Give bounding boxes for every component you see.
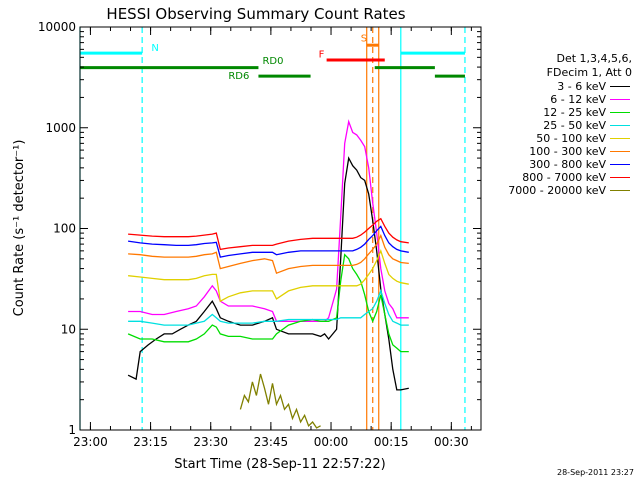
legend-entry-5: 100 - 300 keV (490, 145, 632, 158)
series-line-2 (127, 253, 409, 353)
legend-header: Det 1,3,4,5,6, FDecim 1, Att 0 (490, 52, 632, 80)
series-line-4 (128, 249, 409, 303)
legend-swatch-0 (610, 86, 630, 87)
legend-header-line-0: Det 1,3,4,5,6, (556, 52, 632, 65)
legend-entry-3: 25 - 50 keV (490, 119, 632, 132)
state-label-f: F (319, 49, 325, 60)
x-tick-label-2: 23:30 (193, 435, 228, 449)
bar-layer: N RD0 RD6 F S (80, 33, 465, 82)
legend-label-7: 800 - 7000 keV (522, 171, 606, 184)
series-line-5 (128, 233, 409, 275)
legend-swatch-3 (610, 125, 630, 126)
timestamp: 28-Sep-2011 23:27 (557, 468, 634, 477)
legend-swatch-7 (610, 177, 630, 178)
legend-swatch-2 (610, 112, 630, 113)
series-line-3 (128, 288, 409, 326)
legend-swatch-4 (610, 138, 630, 139)
state-label-rd0: RD0 (262, 56, 283, 67)
series-line-8 (239, 373, 321, 429)
legend-label-0: 3 - 6 keV (557, 80, 606, 93)
legend-swatch-1 (610, 99, 630, 100)
x-tick-label-5: 00:15 (374, 435, 409, 449)
y-tick-label-2: 100 (53, 222, 76, 236)
state-label-n: N (151, 43, 158, 54)
legend-header-line-1: FDecim 1, Att 0 (546, 66, 632, 79)
y-axis-label: Count Rate (s⁻¹ detector⁻¹) (12, 140, 27, 317)
x-tick-label-0: 23:00 (73, 435, 108, 449)
x-tick-label-6: 00:30 (434, 435, 469, 449)
x-tick-label-4: 00:00 (314, 435, 349, 449)
y-tick-label-4: 10000 (38, 20, 76, 34)
legend-entries: 3 - 6 keV 6 - 12 keV 12 - 25 keV 25 - 50 ke… (490, 80, 632, 197)
x-tick-label-1: 23:15 (133, 435, 168, 449)
legend-label-6: 300 - 800 keV (529, 158, 606, 171)
series-line-6 (128, 225, 409, 258)
y-tick-label-3: 1000 (45, 121, 76, 135)
legend-label-4: 50 - 100 keV (536, 132, 606, 145)
series-layer (127, 119, 409, 429)
legend-entry-0: 3 - 6 keV (490, 80, 632, 93)
legend-entry-1: 6 - 12 keV (490, 93, 632, 106)
legend-entry-8: 7000 - 20000 keV (490, 184, 632, 197)
legend-label-2: 12 - 25 keV (543, 106, 606, 119)
legend-entry-4: 50 - 100 keV (490, 132, 632, 145)
legend-entry-7: 800 - 7000 keV (490, 171, 632, 184)
state-label-s: S (361, 33, 367, 44)
plot-frame (79, 26, 482, 431)
y-tick-label-1: 10 (61, 322, 76, 336)
legend-swatch-6 (610, 164, 630, 165)
legend-entry-2: 12 - 25 keV (490, 106, 632, 119)
legend-label-1: 6 - 12 keV (550, 93, 606, 106)
legend-label-3: 25 - 50 keV (543, 119, 606, 132)
legend-label-5: 100 - 300 keV (529, 145, 606, 158)
legend-entry-6: 300 - 800 keV (490, 158, 632, 171)
chart-title: HESSI Observing Summary Count Rates (106, 5, 405, 23)
series-line-7 (128, 217, 409, 251)
state-label-rd6: RD6 (228, 71, 249, 82)
y-tick-label-0: 1 (68, 423, 76, 437)
x-tick-label-3: 23:45 (254, 435, 289, 449)
legend-label-8: 7000 - 20000 keV (508, 184, 606, 197)
legend: Det 1,3,4,5,6, FDecim 1, Att 0 3 - 6 keV 6… (490, 52, 632, 197)
legend-swatch-5 (610, 151, 630, 152)
x-axis-label: Start Time (28-Sep-11 22:57:22) (174, 457, 385, 472)
axis-layer: 23:00 23:15 23:30 23:45 00:00 00:15 00:30 1 10 10… (38, 20, 481, 449)
legend-swatch-8 (610, 190, 630, 191)
